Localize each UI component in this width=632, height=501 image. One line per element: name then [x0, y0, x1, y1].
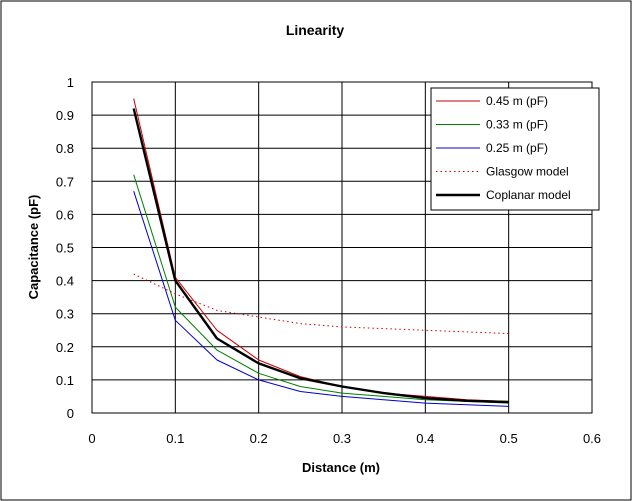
x-tick-label: 0.6	[583, 431, 601, 446]
y-tick-label: 0.9	[56, 108, 74, 123]
y-tick-label: 0.2	[56, 340, 74, 355]
x-tick-label: 0.3	[333, 431, 351, 446]
series-line-4	[133, 273, 509, 335]
x-tick-label: 0.5	[500, 431, 518, 446]
legend-label: 0.25 m (pF)	[486, 141, 548, 155]
y-tick-label: 0.7	[56, 174, 74, 189]
tick-labels: 0 0.1 0.2 0.3 0.4 0.5 0.6 0.7 0.8 0.9 1 0 0.1 0.2 0.3 0…	[56, 75, 601, 446]
y-tick-label: 0.1	[56, 373, 74, 388]
x-tick-label: 0.2	[250, 431, 268, 446]
y-axis-title: Capacitance (pF)	[26, 195, 41, 300]
y-tick-label: 0.3	[56, 307, 74, 322]
y-tick-label: 0	[67, 406, 74, 421]
legend-label: Coplanar model	[486, 188, 571, 202]
y-tick-label: 1	[67, 75, 74, 90]
series-line-3	[133, 191, 509, 407]
series-line-5	[132, 108, 509, 404]
legend-box	[430, 87, 600, 211]
x-tick-label: 0.1	[166, 431, 184, 446]
y-tick-label: 0.6	[56, 207, 74, 222]
y-tick-label: 0.4	[56, 274, 74, 289]
legend-label: 0.45 m (pF)	[486, 94, 548, 108]
series-lines	[132, 98, 509, 407]
x-tick-label: 0.4	[416, 431, 434, 446]
y-tick-label: 0.8	[56, 141, 74, 156]
legend-label: Glasgow model	[486, 165, 569, 179]
y-tick-label: 0.5	[56, 241, 74, 256]
x-tick-label: 0	[88, 431, 95, 446]
chart-title: Linearity	[286, 22, 345, 38]
legend: 0.45 m (pF) 0.33 m (pF) 0.25 m (pF) Glasgow…	[430, 87, 600, 211]
x-axis-title: Distance (m)	[302, 460, 380, 475]
legend-label: 0.33 m (pF)	[486, 118, 548, 132]
